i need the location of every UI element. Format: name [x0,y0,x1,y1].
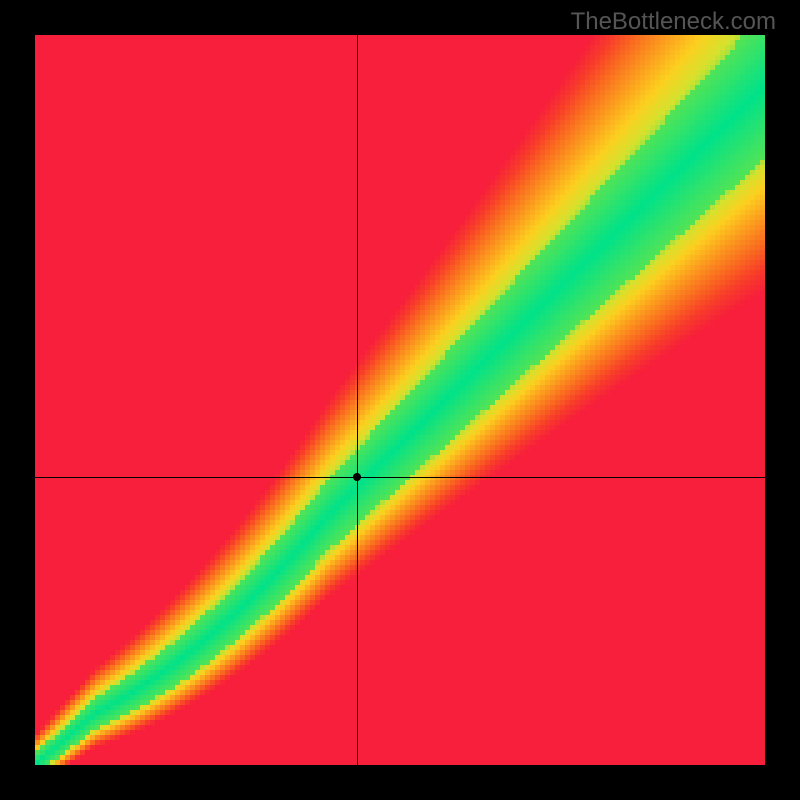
crosshair-horizontal [35,477,765,478]
heatmap-canvas [35,35,765,765]
watermark-text: TheBottleneck.com [571,8,776,36]
crosshair-vertical [357,35,358,765]
